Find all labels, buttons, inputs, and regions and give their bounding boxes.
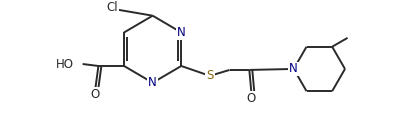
Text: N: N xyxy=(177,26,186,39)
Text: S: S xyxy=(206,69,214,82)
Text: Cl: Cl xyxy=(106,1,118,14)
Text: O: O xyxy=(91,88,100,101)
Text: N: N xyxy=(148,76,157,89)
Text: N: N xyxy=(290,62,298,75)
Text: N: N xyxy=(290,62,298,75)
Text: O: O xyxy=(247,92,256,105)
Text: HO: HO xyxy=(56,58,74,71)
